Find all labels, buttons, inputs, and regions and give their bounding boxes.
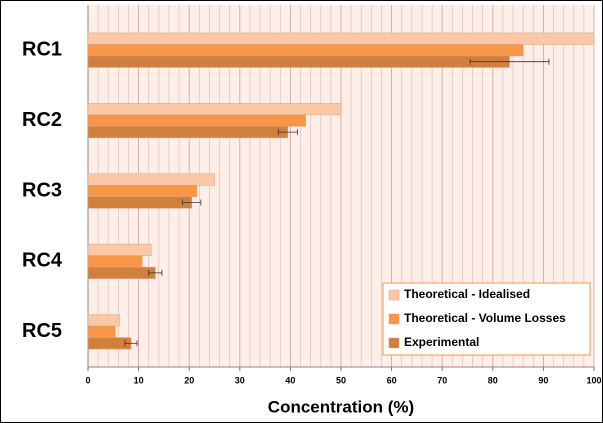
bar [87,173,215,186]
bar [87,32,595,45]
bar [87,126,289,139]
x-tick-label: 70 [437,375,447,385]
y-tick-label: RC3 [22,179,62,201]
error-bar [148,269,163,276]
x-tick-label: 80 [488,375,498,385]
y-tick-label: RC1 [22,38,62,60]
error-bar [182,199,202,206]
x-tick-label: 0 [85,375,90,385]
bar [87,103,342,116]
x-axis-title: Concentration (%) [268,397,414,416]
legend-label: Experimental [404,335,479,349]
bar [87,55,510,68]
x-tick-label: 100 [586,375,601,385]
bar [87,243,152,256]
legend-swatch [388,337,400,349]
bar [87,44,524,57]
bar [87,314,120,327]
x-tick-label: 50 [336,375,346,385]
y-tick-label: RC4 [22,250,63,272]
legend-label: Theoretical - Idealised [404,287,530,301]
bar [87,196,192,209]
bar [87,255,143,268]
legend-swatch [388,313,400,325]
legend-label: Theoretical - Volume Losses [404,311,566,325]
y-tick-label: RC5 [22,320,62,342]
x-tick-label: 40 [285,375,295,385]
x-tick-label: 30 [235,375,245,385]
error-bar [469,58,550,65]
x-tick-label: 60 [387,375,397,385]
bar [87,266,156,279]
legend-box [382,282,591,356]
x-tick-label: 10 [134,375,144,385]
legend-swatch [388,289,400,301]
y-tick-label: RC2 [22,109,62,131]
x-tick-label: 20 [184,375,194,385]
bar [87,325,116,338]
x-tick-label: 90 [538,375,548,385]
bar [87,185,198,197]
error-bar [124,340,138,347]
error-bar [277,129,298,136]
bar [87,114,306,127]
